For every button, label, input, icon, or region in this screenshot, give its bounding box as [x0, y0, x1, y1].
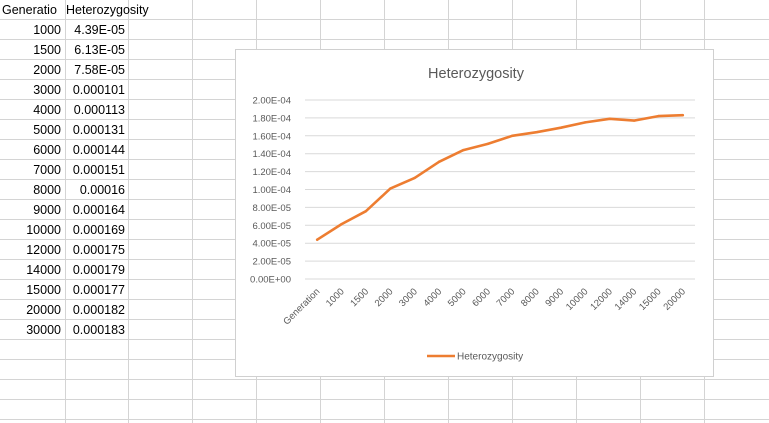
cell-heterozygosity[interactable]: 0.000144	[72, 143, 125, 157]
y-tick-label: 0.00E+00	[250, 275, 291, 286]
data-point	[486, 142, 490, 146]
cell-generation[interactable]: 8000	[33, 183, 61, 197]
y-tick-label: 1.80E-04	[252, 113, 291, 124]
x-tick-label: 4000	[421, 286, 444, 309]
data-point	[559, 126, 563, 129]
cell-heterozygosity[interactable]: 0.000177	[72, 283, 125, 297]
data-point	[657, 114, 660, 118]
cell-generation[interactable]: 9000	[33, 203, 61, 217]
y-tick-label: 8.00E-05	[252, 203, 291, 214]
data-point	[315, 238, 319, 241]
x-tick-label: 15000	[637, 286, 663, 312]
header-cell-generation[interactable]: Generatio	[2, 3, 57, 17]
y-tick-label: 1.20E-04	[252, 167, 291, 178]
cell-heterozygosity[interactable]: 0.000182	[72, 303, 125, 317]
data-point	[389, 187, 392, 190]
cell-generation[interactable]: 7000	[33, 163, 61, 177]
x-tick-label: 8000	[519, 286, 542, 309]
x-tick-label: 12000	[588, 286, 614, 312]
chart-area[interactable]: Heterozygosity 0.00E+00 2.00E-05 4.00E-05 6.…	[235, 49, 714, 377]
series-line	[315, 113, 685, 241]
x-tick-label: 2000	[373, 286, 396, 309]
data-point	[608, 117, 611, 120]
data-point	[632, 119, 636, 122]
x-tick-label: 6000	[470, 286, 493, 309]
cell-generation[interactable]: 30000	[26, 323, 61, 337]
y-tick-label: 6.00E-05	[252, 221, 291, 232]
x-tick-label: 5000	[446, 286, 469, 309]
cell-heterozygosity[interactable]: 4.39E-05	[74, 23, 125, 37]
header-cell-heterozygosity[interactable]: Heterozygosity	[66, 3, 149, 17]
cell-heterozygosity[interactable]: 0.000164	[72, 203, 125, 217]
x-tick-label: 14000	[613, 286, 639, 312]
x-tick-label: 20000	[661, 286, 687, 312]
cell-heterozygosity[interactable]: 0.000169	[72, 223, 125, 237]
cell-generation[interactable]: 5000	[33, 123, 61, 137]
line-chart: Heterozygosity 0.00E+00 2.00E-05 4.00E-05 6.…	[250, 66, 695, 363]
cell-generation[interactable]: 1000	[33, 23, 61, 37]
cell-generation[interactable]: 4000	[33, 103, 61, 117]
x-tick-label: 3000	[397, 286, 420, 309]
cell-heterozygosity[interactable]: 0.000101	[72, 83, 125, 97]
legend-label: Heterozygosity	[457, 352, 523, 363]
data-point	[681, 114, 685, 117]
data-point	[340, 222, 343, 226]
data-point	[535, 131, 538, 134]
cell-heterozygosity[interactable]: 0.000183	[72, 323, 125, 337]
data-point	[364, 209, 368, 213]
x-tick-label: 1000	[324, 286, 347, 309]
cell-generation[interactable]: 1500	[33, 43, 61, 57]
cell-heterozygosity[interactable]: 0.000131	[72, 123, 125, 137]
y-tick-label: 2.00E-04	[252, 96, 291, 107]
y-tick-label: 1.00E-04	[252, 185, 291, 196]
cell-heterozygosity[interactable]: 0.000179	[72, 263, 125, 277]
chart-title: Heterozygosity	[428, 66, 525, 82]
x-tick-label: 10000	[564, 286, 590, 312]
x-tick-label: 7000	[495, 286, 518, 309]
y-tick-label: 1.40E-04	[252, 149, 291, 160]
x-tick-label: 9000	[543, 286, 566, 309]
y-tick-label: 1.60E-04	[252, 131, 291, 142]
y-tick-label: 4.00E-05	[252, 239, 291, 250]
cell-generation[interactable]: 2000	[33, 63, 61, 77]
cell-heterozygosity[interactable]: 7.58E-05	[74, 63, 125, 77]
data-point	[462, 148, 465, 152]
data-point	[510, 134, 514, 137]
data-point	[437, 160, 441, 163]
cell-generation[interactable]: 3000	[33, 83, 61, 97]
cell-heterozygosity[interactable]: 0.000151	[72, 163, 125, 177]
data-point	[413, 176, 416, 180]
cell-generation[interactable]: 12000	[26, 243, 61, 257]
cell-generation[interactable]: 10000	[26, 223, 61, 237]
cell-generation[interactable]: 6000	[33, 143, 61, 157]
cell-heterozygosity[interactable]: 0.000113	[73, 103, 125, 117]
cell-heterozygosity[interactable]: 0.000175	[72, 243, 125, 257]
data-point	[584, 121, 587, 124]
cell-heterozygosity[interactable]: 6.13E-05	[74, 43, 125, 57]
cell-heterozygosity[interactable]: 0.00016	[79, 183, 125, 197]
x-tick-label: Generation	[281, 286, 322, 327]
y-tick-label: 2.00E-05	[252, 257, 291, 268]
cell-generation[interactable]: 14000	[26, 263, 61, 277]
cell-generation[interactable]: 20000	[26, 303, 61, 317]
cell-generation[interactable]: 15000	[26, 283, 61, 297]
x-tick-label: 1500	[348, 286, 371, 309]
